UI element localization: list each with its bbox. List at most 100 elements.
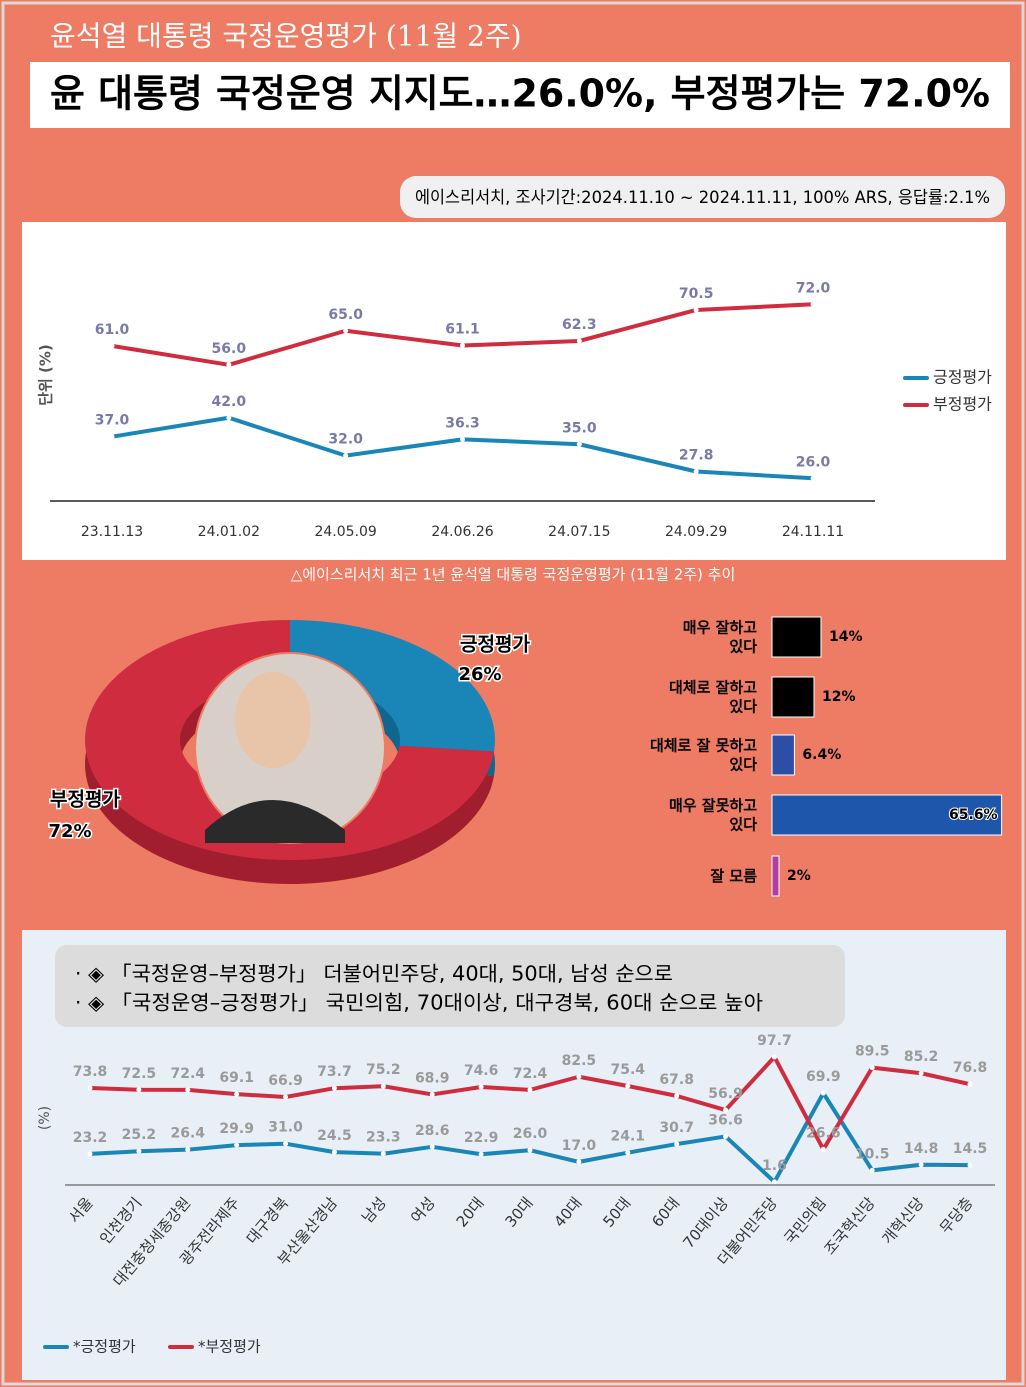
value-label: 75.4 [611, 1062, 646, 1078]
value-label: 73.8 [73, 1064, 108, 1080]
point [576, 441, 582, 447]
value-label: 24.1 [611, 1129, 646, 1145]
category-label: 대체로 잘 못하고 있다 [650, 736, 757, 773]
source-pill [400, 176, 1005, 218]
value-label: 56.9 [708, 1086, 743, 1102]
point [283, 1094, 289, 1100]
value-label: 65.6% [949, 807, 998, 823]
point [918, 1162, 924, 1168]
point [136, 1087, 142, 1093]
point [967, 1081, 973, 1087]
value-label: 70.5 [679, 286, 714, 302]
value-label: 66.9 [268, 1073, 303, 1089]
bar [771, 676, 815, 718]
value-label: 42.0 [212, 394, 247, 410]
x-tick-label: 24.01.02 [198, 524, 260, 540]
value-label: 35.0 [562, 420, 597, 436]
value-label: 75.2 [366, 1062, 401, 1078]
point [87, 1085, 93, 1091]
point [429, 1144, 435, 1150]
value-label: 82.5 [562, 1053, 597, 1069]
point [810, 301, 816, 307]
bar [771, 734, 795, 776]
pie-slice [85, 620, 495, 861]
slice-label: 부정평가 [50, 789, 120, 811]
value-label: 67.8 [659, 1072, 694, 1088]
point [380, 1151, 386, 1157]
legend-label: *긍정평가 [73, 1338, 136, 1356]
x-tick-label: 24.09.29 [665, 524, 727, 540]
point [723, 1133, 729, 1139]
point [674, 1093, 680, 1099]
value-label: 85.2 [904, 1049, 939, 1065]
note-bullet: · [75, 991, 81, 1015]
value-label: 30.7 [659, 1120, 694, 1136]
slice-label: 긍정평가 [460, 634, 530, 656]
subtitle: 윤석열 대통령 국정운영평가 (11월 2주) [50, 20, 522, 53]
value-label: 14.5 [953, 1141, 988, 1157]
value-label: 36.6 [708, 1112, 743, 1128]
x-tick-label: 24.07.15 [548, 524, 610, 540]
value-label: 32.0 [328, 432, 363, 448]
point [109, 434, 115, 440]
trend-panel [22, 222, 1006, 560]
point [527, 1147, 533, 1153]
value-label: 61.1 [445, 322, 480, 338]
point [343, 328, 349, 334]
value-label: 23.2 [73, 1130, 108, 1146]
point [576, 1159, 582, 1165]
point [693, 468, 699, 474]
category-label: 매우 잘하고 있다 [683, 618, 757, 655]
value-label: 26.0 [796, 454, 831, 470]
point [234, 1142, 240, 1148]
notes-box [55, 945, 845, 1027]
value-label: 69.1 [219, 1070, 254, 1086]
value-label: 61.0 [95, 322, 130, 338]
value-label: 56.0 [212, 341, 247, 357]
note: ◈ 「국정운영–긍정평가」 국민의힘, 70대이상, 대구경북, 60대 순으로… [88, 991, 763, 1015]
value-label: 37.0 [95, 413, 130, 429]
value-label: 29.9 [219, 1121, 254, 1137]
x-tick-label: 24.06.26 [431, 524, 493, 540]
value-label: 36.3 [445, 415, 480, 431]
point [460, 436, 465, 442]
note: ◈ 「국정운영–부정평가」 더불어민주당, 40대, 50대, 남성 순으로 [88, 962, 673, 986]
bar [771, 855, 780, 897]
value-label: 72.4 [171, 1066, 206, 1082]
value-label: 1.6 [762, 1158, 787, 1174]
point [87, 1151, 93, 1157]
point [429, 1091, 435, 1097]
point [185, 1147, 191, 1153]
value-label: 89.5 [855, 1044, 890, 1060]
value-label: 76.8 [953, 1060, 988, 1076]
point [331, 1149, 337, 1155]
point [576, 338, 582, 344]
value-label: 26.4 [171, 1126, 206, 1142]
y-axis-label: (%) [37, 1106, 53, 1130]
value-label: 12% [822, 689, 856, 705]
photo-face [235, 672, 311, 768]
value-label: 10.5 [855, 1146, 890, 1162]
value-label: 26.0 [513, 1126, 548, 1142]
value-label: 72.4 [513, 1066, 548, 1082]
title-box [30, 62, 1010, 128]
point [625, 1083, 631, 1089]
value-label: 22.9 [464, 1130, 499, 1146]
point [967, 1162, 973, 1168]
value-label: 26.6 [806, 1125, 841, 1141]
point [109, 343, 115, 349]
point [478, 1151, 484, 1157]
value-label: 65.0 [328, 307, 363, 323]
point [478, 1084, 484, 1090]
slice-value: 26% [458, 664, 501, 685]
value-label: 28.6 [415, 1123, 450, 1139]
point [810, 475, 816, 481]
value-label: 6.4% [802, 747, 841, 763]
point [625, 1150, 631, 1156]
value-label: 2% [787, 868, 811, 884]
point [283, 1141, 289, 1147]
category-label: 매우 잘못하고 있다 [669, 796, 757, 833]
point [576, 1074, 582, 1080]
legend-label: 긍정평가 [933, 368, 992, 387]
